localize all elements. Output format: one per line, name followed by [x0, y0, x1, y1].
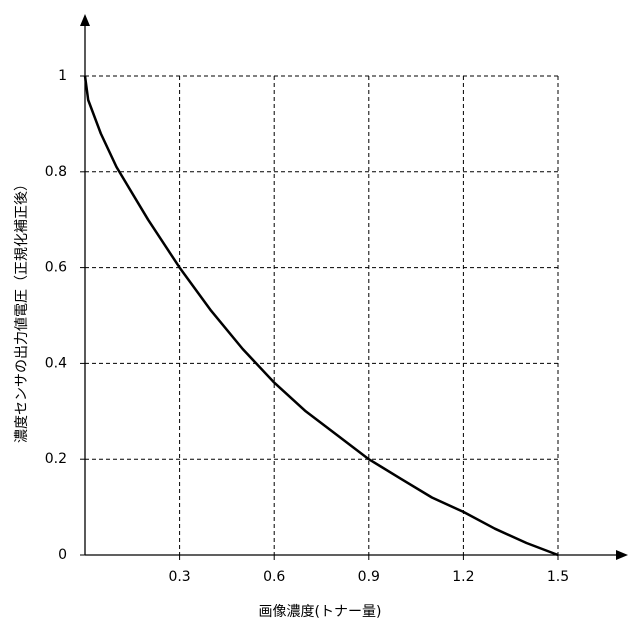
y-tick-label: 0.2 [45, 451, 67, 467]
y-tick-label: 0.4 [45, 355, 67, 371]
y-tick-label: 0 [58, 547, 67, 563]
x-tick-label: 1.5 [547, 569, 569, 585]
x-axis-label: 画像濃度(トナー量) [259, 604, 382, 620]
y-tick-label: 1 [58, 68, 67, 84]
x-tick-label: 0.3 [168, 569, 190, 585]
y-tick-label: 0.8 [45, 164, 67, 180]
x-axis-arrow [616, 550, 628, 560]
x-tick-label: 1.2 [452, 569, 474, 585]
y-axis-label: 濃度センサの出力値電圧（正規化補正後） [14, 177, 30, 443]
x-tick-label: 0.6 [263, 569, 285, 585]
data-line [85, 76, 558, 555]
y-axis-arrow [80, 14, 90, 26]
y-tick-label: 0.6 [45, 260, 67, 276]
chart: 画像濃度(トナー量) 濃度センサの出力値電圧（正規化補正後） 0 0.2 0.4 0.… [0, 0, 640, 640]
x-tick-label: 0.9 [358, 569, 380, 585]
